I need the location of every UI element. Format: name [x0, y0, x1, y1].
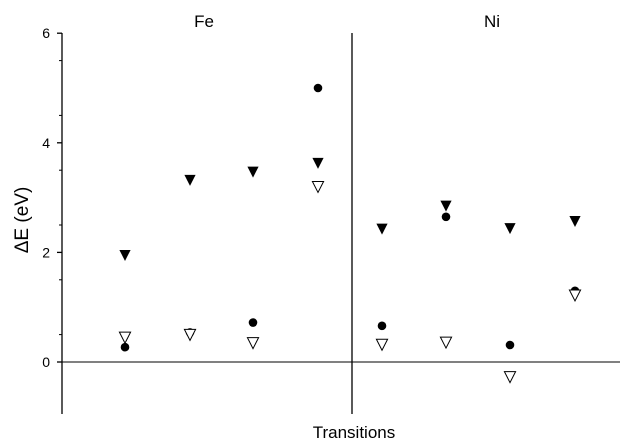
point-circle-filled: [505, 340, 515, 350]
point-triangle-open: [246, 337, 260, 350]
y-axis: 0 2 4 6: [42, 25, 63, 414]
point-circle-filled: [441, 212, 451, 222]
data-points: [118, 83, 582, 384]
y-tick-label: 6: [42, 25, 50, 41]
y-axis-title: ΔE (eV): [12, 187, 33, 254]
y-ticks: 0 2 4 6: [42, 25, 62, 370]
x-axis-title: Transitions: [313, 423, 396, 442]
point-triangle-open: [568, 289, 582, 303]
point-triangle-filled: [376, 223, 388, 235]
point-triangle-open: [503, 371, 517, 384]
point-circle-filled: [248, 318, 258, 327]
point-triangle-filled: [119, 249, 131, 261]
point-triangle-filled: [440, 200, 452, 212]
point-circle-filled: [377, 321, 387, 331]
y-tick-label: 4: [42, 135, 50, 151]
point-triangle-filled: [312, 157, 324, 169]
point-triangle-open: [311, 180, 325, 194]
point-circle-filled: [120, 342, 130, 352]
point-triangle-open: [375, 338, 389, 352]
panel-label-fe: Fe: [194, 12, 214, 31]
point-triangle-filled: [247, 166, 259, 178]
point-triangle-open: [118, 331, 132, 345]
y-tick-label: 0: [42, 354, 50, 370]
point-triangle-filled: [569, 215, 581, 227]
y-tick-label: 2: [42, 244, 50, 260]
point-triangle-filled: [184, 174, 196, 186]
panel-label-ni: Ni: [484, 12, 500, 31]
point-triangle-open: [183, 328, 197, 342]
point-circle-filled: [313, 83, 323, 93]
point-triangle-open: [439, 336, 453, 350]
point-triangle-filled: [504, 223, 516, 235]
